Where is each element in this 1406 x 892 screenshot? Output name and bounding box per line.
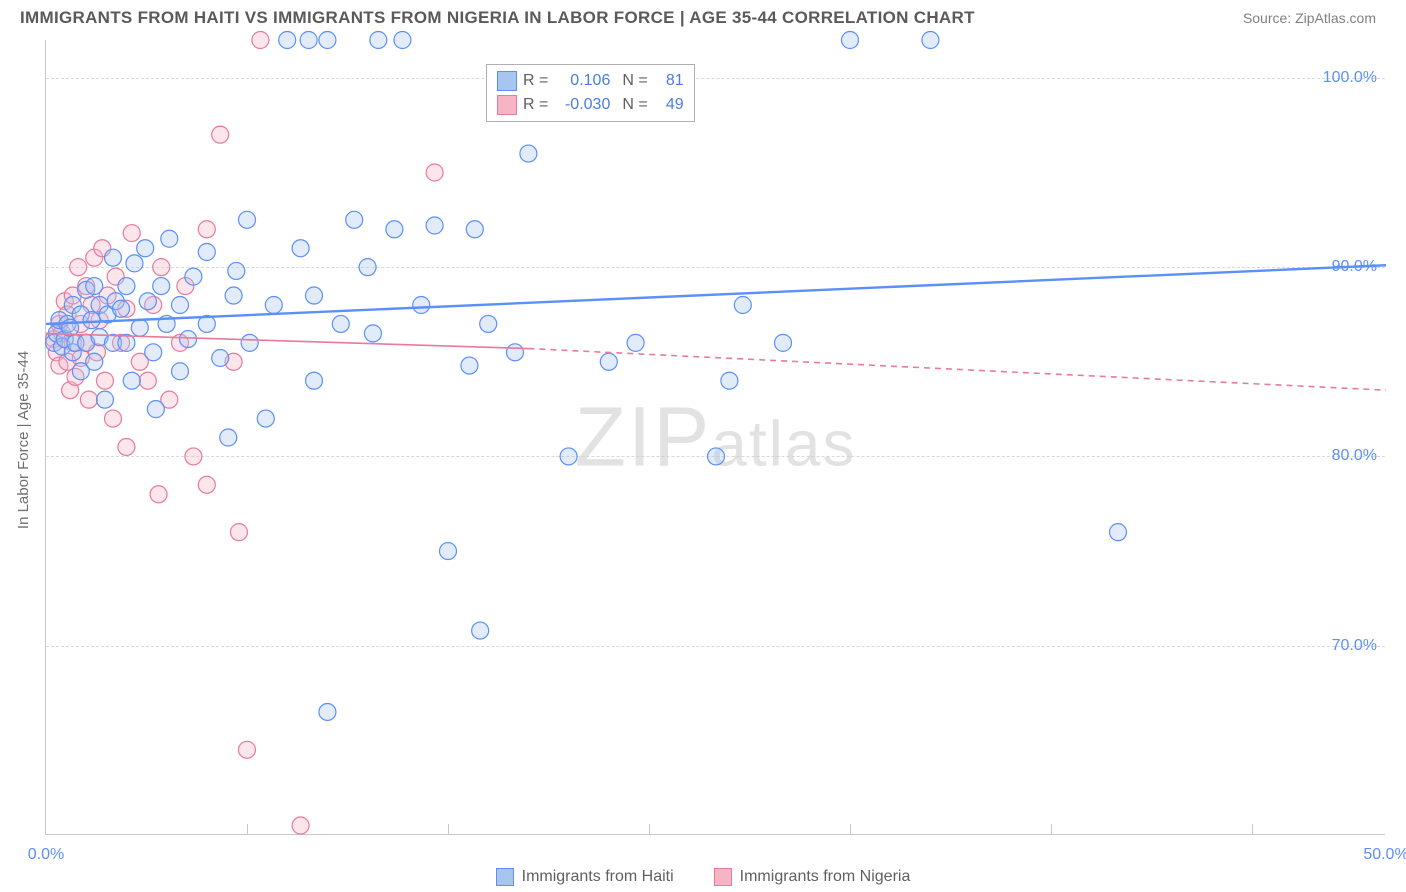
series-legend: Immigrants from Haiti Immigrants from Ni… (0, 868, 1406, 886)
scatter-svg (46, 40, 1385, 834)
chart-plot-area: 70.0%80.0%90.0%100.0%0.0%50.0% ZIPatlas … (45, 40, 1385, 835)
stats-legend-box: R = 0.106 N = 81 R = -0.030 N = 49 (486, 64, 695, 122)
r-value-nigeria: -0.030 (554, 93, 610, 117)
x-tick-label: 0.0% (28, 846, 64, 864)
swatch-nigeria (714, 868, 732, 886)
legend-label-haiti: Immigrants from Haiti (522, 868, 674, 886)
stats-row-haiti: R = 0.106 N = 81 (497, 69, 684, 93)
source-label: Source: ZipAtlas.com (1243, 10, 1376, 26)
n-value-haiti: 81 (654, 69, 684, 93)
legend-item-haiti: Immigrants from Haiti (496, 868, 674, 886)
y-axis-label: In Labor Force | Age 35-44 (15, 351, 32, 529)
r-value-haiti: 0.106 (554, 69, 610, 93)
r-label: R = (523, 93, 548, 117)
chart-title: IMMIGRANTS FROM HAITI VS IMMIGRANTS FROM… (20, 8, 975, 28)
stats-row-nigeria: R = -0.030 N = 49 (497, 93, 684, 117)
legend-label-nigeria: Immigrants from Nigeria (740, 868, 911, 886)
n-value-nigeria: 49 (654, 93, 684, 117)
n-label: N = (622, 69, 647, 93)
x-tick-label: 50.0% (1363, 846, 1406, 864)
swatch-haiti (496, 868, 514, 886)
legend-item-nigeria: Immigrants from Nigeria (714, 868, 911, 886)
swatch-nigeria (497, 95, 517, 115)
swatch-haiti (497, 71, 517, 91)
n-label: N = (622, 93, 647, 117)
r-label: R = (523, 69, 548, 93)
